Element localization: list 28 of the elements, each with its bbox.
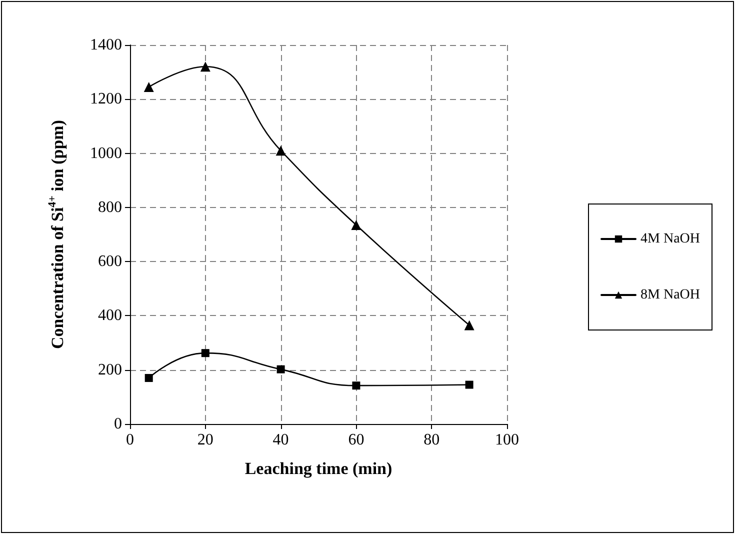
legend-label: 8M NaOH bbox=[640, 288, 700, 302]
point bbox=[465, 380, 474, 389]
x-tick-label: 0 bbox=[126, 432, 134, 448]
x-tick-label: 60 bbox=[348, 432, 364, 448]
point bbox=[276, 146, 286, 156]
y-tick-label: 1400 bbox=[90, 36, 122, 54]
x-tick-label: 80 bbox=[424, 432, 440, 448]
y-tick-label: 800 bbox=[98, 198, 122, 216]
y-tick-label: 600 bbox=[98, 253, 122, 270]
y-tick-label: 1200 bbox=[90, 90, 122, 108]
y-tick-label: 0 bbox=[114, 416, 122, 432]
point bbox=[201, 349, 210, 358]
x-tick-label: 40 bbox=[272, 432, 289, 448]
point bbox=[144, 374, 153, 382]
y-axis-title: Concentration of Si4+ ion (ppm) bbox=[46, 120, 67, 350]
x-tick-label: 20 bbox=[197, 432, 214, 448]
point bbox=[351, 220, 362, 230]
point bbox=[352, 382, 360, 390]
x-tick-label: 100 bbox=[495, 432, 519, 448]
y-tick-label: 1000 bbox=[90, 144, 122, 162]
point bbox=[276, 365, 285, 374]
point bbox=[464, 320, 474, 330]
y-tick-label: 200 bbox=[98, 361, 122, 378]
y-tick-label: 400 bbox=[98, 307, 122, 324]
point bbox=[200, 62, 210, 72]
point bbox=[144, 82, 154, 92]
x-axis-title: Leaching time (min) bbox=[244, 459, 392, 478]
legend-label: 4M NaOH bbox=[640, 232, 700, 246]
